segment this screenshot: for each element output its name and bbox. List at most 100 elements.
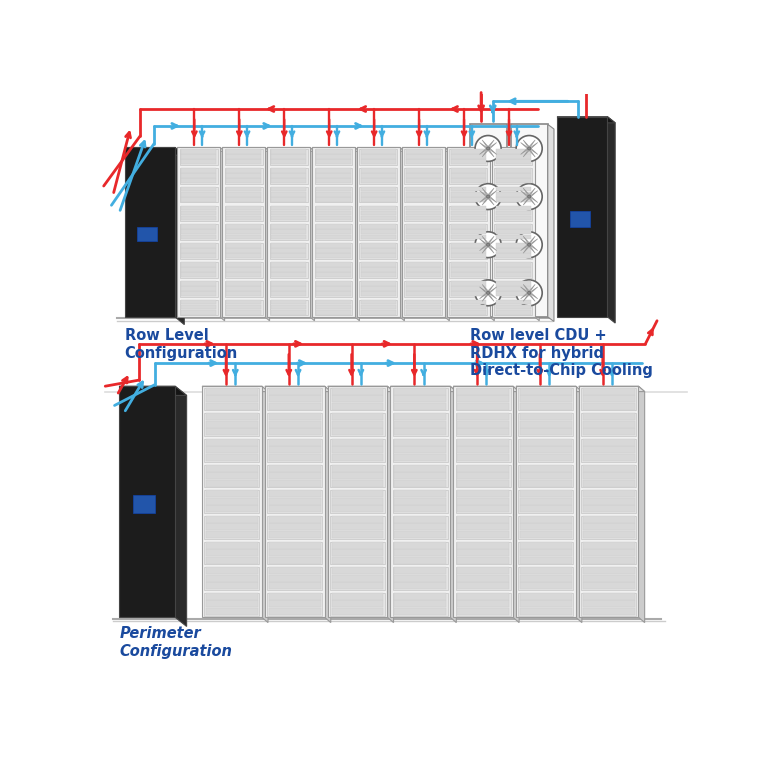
Bar bbox=[226, 235, 261, 239]
Bar bbox=[395, 446, 446, 453]
Bar bbox=[269, 472, 321, 479]
Bar bbox=[269, 523, 321, 530]
Bar bbox=[271, 197, 306, 202]
Bar bbox=[581, 388, 636, 410]
Bar bbox=[206, 505, 258, 512]
Polygon shape bbox=[523, 148, 535, 157]
Bar bbox=[451, 286, 486, 291]
Polygon shape bbox=[265, 147, 270, 321]
Bar bbox=[181, 243, 216, 248]
Polygon shape bbox=[490, 147, 495, 321]
Bar bbox=[361, 173, 396, 178]
Polygon shape bbox=[482, 285, 494, 292]
Polygon shape bbox=[388, 386, 394, 622]
Bar bbox=[451, 211, 486, 215]
Bar bbox=[268, 465, 322, 488]
Bar bbox=[332, 402, 384, 410]
Bar bbox=[179, 262, 218, 278]
Bar bbox=[391, 386, 450, 617]
Bar bbox=[314, 281, 353, 296]
Bar bbox=[226, 216, 261, 221]
Bar bbox=[457, 439, 509, 446]
Bar bbox=[361, 267, 396, 271]
Bar bbox=[451, 281, 486, 285]
Polygon shape bbox=[450, 386, 456, 622]
Bar bbox=[361, 262, 396, 267]
Bar bbox=[520, 439, 572, 446]
Polygon shape bbox=[488, 287, 497, 299]
Bar bbox=[583, 472, 635, 479]
Bar bbox=[406, 205, 441, 211]
Bar bbox=[181, 211, 216, 215]
Bar bbox=[360, 281, 398, 296]
Bar bbox=[496, 310, 530, 314]
Bar bbox=[269, 505, 321, 512]
Bar bbox=[457, 428, 509, 435]
Bar bbox=[457, 402, 509, 410]
Polygon shape bbox=[480, 190, 488, 203]
Bar bbox=[449, 149, 488, 165]
Bar bbox=[406, 173, 441, 178]
Bar bbox=[520, 557, 572, 564]
Polygon shape bbox=[265, 386, 331, 392]
Bar bbox=[270, 205, 307, 222]
Bar bbox=[451, 197, 486, 202]
Bar bbox=[332, 428, 384, 435]
Bar bbox=[451, 248, 486, 253]
Bar bbox=[457, 567, 509, 574]
Polygon shape bbox=[447, 147, 495, 151]
Bar bbox=[451, 225, 486, 229]
Bar bbox=[404, 225, 442, 240]
Bar bbox=[332, 498, 384, 505]
Bar bbox=[269, 439, 321, 446]
Bar bbox=[316, 286, 351, 291]
Bar bbox=[395, 601, 446, 608]
Bar bbox=[271, 254, 306, 258]
Bar bbox=[181, 310, 216, 314]
Text: Row Level
Configuration: Row Level Configuration bbox=[125, 328, 238, 361]
Bar bbox=[204, 567, 260, 590]
Bar bbox=[406, 229, 441, 234]
Polygon shape bbox=[557, 117, 615, 123]
Bar bbox=[181, 229, 216, 234]
Bar bbox=[495, 225, 532, 240]
Bar bbox=[332, 395, 384, 402]
Bar bbox=[395, 505, 446, 512]
Bar bbox=[133, 495, 155, 513]
Bar bbox=[404, 262, 442, 278]
Bar bbox=[361, 300, 396, 304]
Bar bbox=[181, 216, 216, 221]
Bar bbox=[314, 149, 353, 165]
Circle shape bbox=[475, 136, 501, 161]
Bar bbox=[179, 149, 218, 165]
Bar bbox=[270, 281, 307, 296]
Bar bbox=[395, 454, 446, 461]
Bar bbox=[511, 124, 548, 317]
Bar bbox=[557, 117, 608, 317]
Bar bbox=[581, 542, 636, 564]
Bar bbox=[520, 531, 572, 538]
Bar bbox=[402, 147, 445, 317]
Bar bbox=[271, 149, 306, 154]
Bar bbox=[495, 205, 532, 222]
Bar bbox=[206, 472, 258, 479]
Bar bbox=[360, 225, 398, 240]
Bar bbox=[269, 575, 321, 582]
Bar bbox=[314, 186, 353, 203]
Bar bbox=[206, 454, 258, 461]
Bar bbox=[583, 549, 635, 556]
Bar bbox=[520, 523, 572, 530]
Bar bbox=[496, 262, 530, 267]
Bar bbox=[449, 168, 488, 183]
Bar bbox=[332, 575, 384, 582]
Bar bbox=[406, 248, 441, 253]
Bar bbox=[316, 159, 351, 164]
Bar bbox=[270, 300, 307, 315]
Bar bbox=[395, 516, 446, 523]
Bar bbox=[451, 229, 486, 234]
Bar bbox=[361, 154, 396, 159]
Bar bbox=[519, 413, 573, 436]
Bar bbox=[360, 243, 398, 259]
Bar bbox=[179, 205, 218, 222]
Bar bbox=[496, 178, 530, 183]
